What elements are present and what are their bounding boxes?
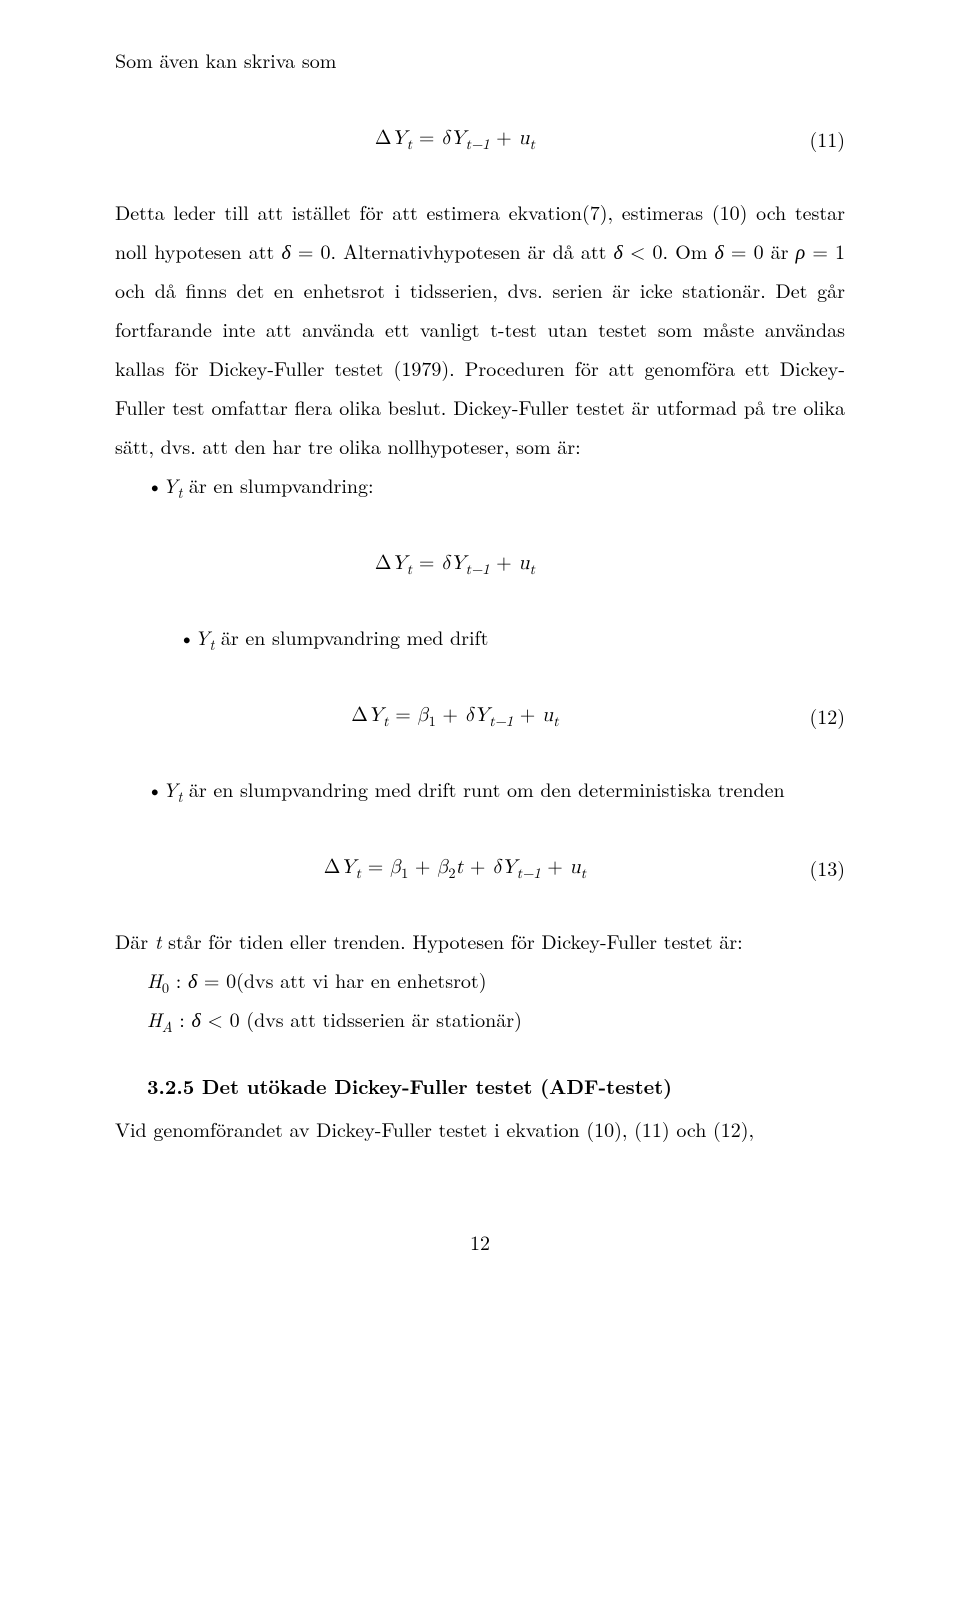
bullet-2: •Yt är en slumpvandring med drift [115,617,845,656]
hypothesis-alt: HA : δ < 0 (dvs att tidsserien är statio… [115,999,845,1038]
paragraph-adf: Vid genomförandet av Dickey-Fuller teste… [115,1109,845,1148]
equation-12-number: (12) [795,696,845,735]
paragraph-hypotheses: Där t står för tiden eller trenden. Hypo… [115,921,845,960]
equation-11: ΔYt = δYt−1 + ut (11) [115,119,845,158]
section-3-2-5-title: 3.2.5 Det utökade Dickey-Fuller testet (… [115,1066,845,1105]
equation-13-number: (13) [795,848,845,887]
lead-text: Som även kan skriva som [115,40,845,79]
bullet-3: •Yt är en slumpvandring med drift runt o… [115,769,845,808]
equation-13: ΔYt = β1 + β2t + δYt−1 + ut (13) [115,848,845,887]
equation-a-body: ΔYt = δYt−1 + ut [115,544,795,583]
equation-a: ΔYt = δYt−1 + ut [115,544,845,583]
equation-13-body: ΔYt = β1 + β2t + δYt−1 + ut [115,848,795,887]
page-number: 12 [115,1222,845,1261]
paragraph-main: Detta leder till att istället för att es… [115,192,845,465]
equation-11-body: ΔYt = δYt−1 + ut [115,119,795,158]
bullet-1: •Yt är en slumpvandring: [115,465,845,504]
page-root: Som även kan skriva som ΔYt = δYt−1 + ut… [0,0,960,1600]
equation-12-body: ΔYt = β1 + δYt−1 + ut [115,696,795,735]
equation-12: ΔYt = β1 + δYt−1 + ut (12) [115,696,845,735]
equation-11-number: (11) [795,119,845,158]
hypothesis-null: H0 : δ = 0(dvs att vi har en enhetsrot) [115,960,845,999]
